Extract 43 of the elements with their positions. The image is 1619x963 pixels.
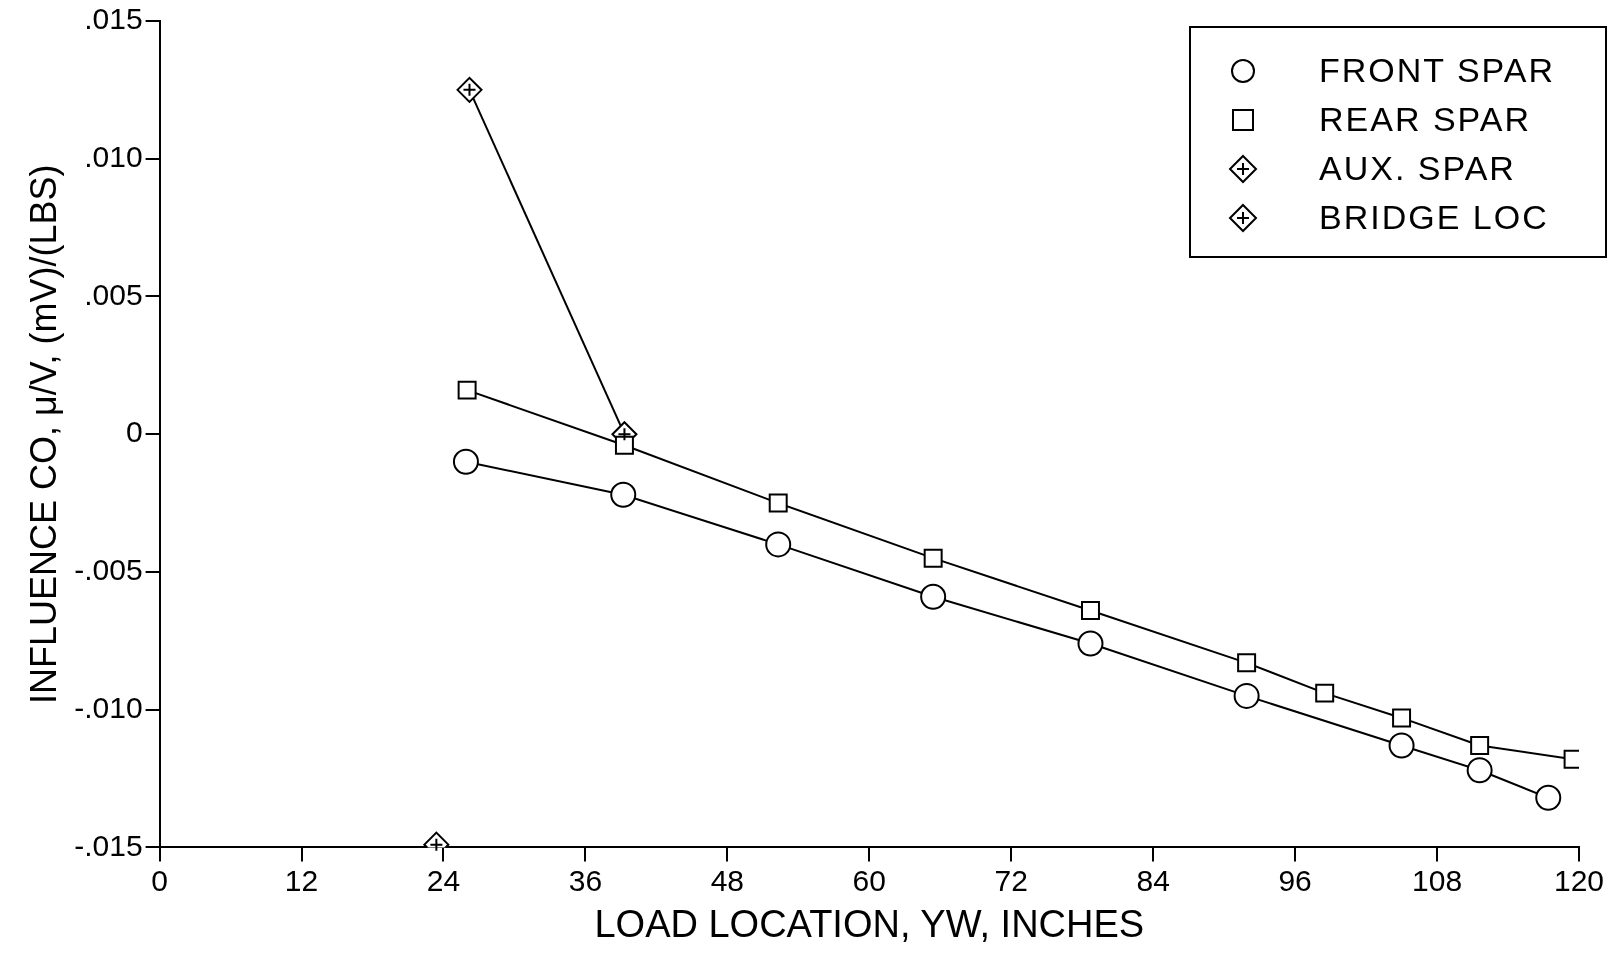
point [456, 76, 483, 103]
point [610, 481, 637, 508]
y-tick-label: .010 [84, 140, 143, 173]
x-tick-label: 60 [852, 863, 886, 897]
point [1315, 683, 1335, 703]
point [1081, 601, 1100, 620]
x-tick-label: 36 [568, 863, 603, 897]
point [1077, 630, 1104, 657]
y-tick-label: -.015 [74, 828, 143, 862]
y-tick-label: -.005 [74, 553, 143, 587]
legend-label: REAR SPAR [1319, 100, 1531, 139]
x-tick-label: 108 [1412, 863, 1463, 897]
y-axis-title: INFLUENCE CO, μ/V, (mV)/(LBS) [22, 164, 64, 704]
point [1237, 653, 1257, 673]
x-axis-title: LOAD LOCATION, YW, INCHES [594, 902, 1145, 945]
x-tick-label: 96 [1278, 863, 1312, 897]
x-tick-label: 12 [284, 863, 319, 897]
x-tick-label: 72 [994, 863, 1028, 897]
legend-label: AUX. SPAR [1319, 149, 1516, 188]
point [452, 448, 479, 475]
y-tick-label: 0 [125, 415, 143, 449]
x-tick-label: 48 [710, 863, 745, 897]
y-tick-label: .005 [84, 277, 143, 311]
point [1388, 732, 1415, 759]
point [1535, 784, 1562, 811]
point [923, 548, 943, 568]
point [1233, 682, 1260, 709]
point [920, 583, 947, 610]
point [1470, 735, 1490, 755]
point [765, 531, 792, 558]
x-tick-label: 84 [1136, 863, 1170, 897]
point [614, 435, 634, 455]
y-tick-label: -.010 [74, 690, 143, 724]
point [457, 380, 477, 400]
y-tick-label: .015 [84, 2, 143, 36]
x-tick-label: 0 [151, 863, 168, 897]
point [768, 493, 788, 513]
legend-label: BRIDGE LOC [1319, 198, 1549, 237]
legend-label: FRONT SPAR [1319, 51, 1555, 90]
x-tick-label: 120 [1553, 863, 1605, 897]
x-tick-label: 24 [426, 863, 461, 897]
point [1392, 708, 1412, 728]
point [1466, 757, 1493, 784]
